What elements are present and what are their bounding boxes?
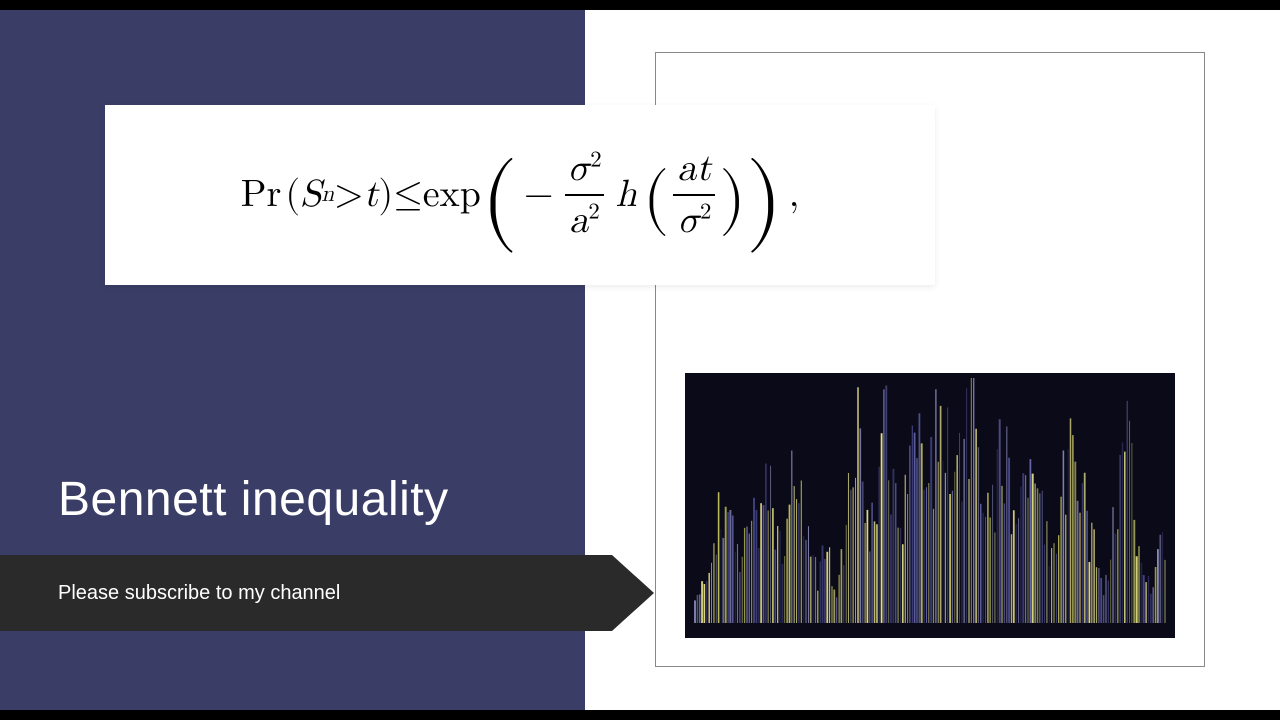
formula-lparen: ( [285,172,300,218]
subtitle-arrow-band: Please subscribe to my channel [0,555,612,631]
formula-gt: > [334,172,364,218]
formula-box: Pr ( Sn > t ) ≤ exp ( − σ2 a2 h ( at σ2 … [105,105,935,285]
presentation-slide: Pr ( Sn > t ) ≤ exp ( − σ2 a2 h ( at σ2 … [0,10,1280,710]
formula-exp: exp [423,172,481,218]
formula-pr: Pr [241,172,282,218]
formula-sigma2: σ [677,202,700,240]
bennett-inequality-formula: Pr ( Sn > t ) ≤ exp ( − σ2 a2 h ( at σ2 … [241,146,800,244]
formula-sup2b: 2 [588,201,599,223]
slide-subtitle: Please subscribe to my channel [58,582,340,605]
formula-sup2a: 2 [590,149,601,171]
formula-minus: − [524,172,554,218]
formula-frac2: at σ2 [673,146,715,244]
formula-le: ≤ [393,172,423,218]
slide-title: Bennett inequality [58,472,449,527]
formula-sup2c: 2 [700,201,711,223]
formula-rparen: ) [378,172,393,218]
formula-a: a [569,202,588,240]
formula-S: S [300,172,321,218]
arrow-head-icon [612,555,654,631]
formula-h: h [616,172,637,218]
formula-comma: , [789,172,800,218]
formula-t2: t [696,150,711,188]
formula-sigma: σ [567,150,590,188]
formula-t: t [364,172,379,218]
waveform-visualization [685,373,1175,638]
formula-frac1: σ2 a2 [563,146,605,244]
formula-a2: a [677,150,696,188]
